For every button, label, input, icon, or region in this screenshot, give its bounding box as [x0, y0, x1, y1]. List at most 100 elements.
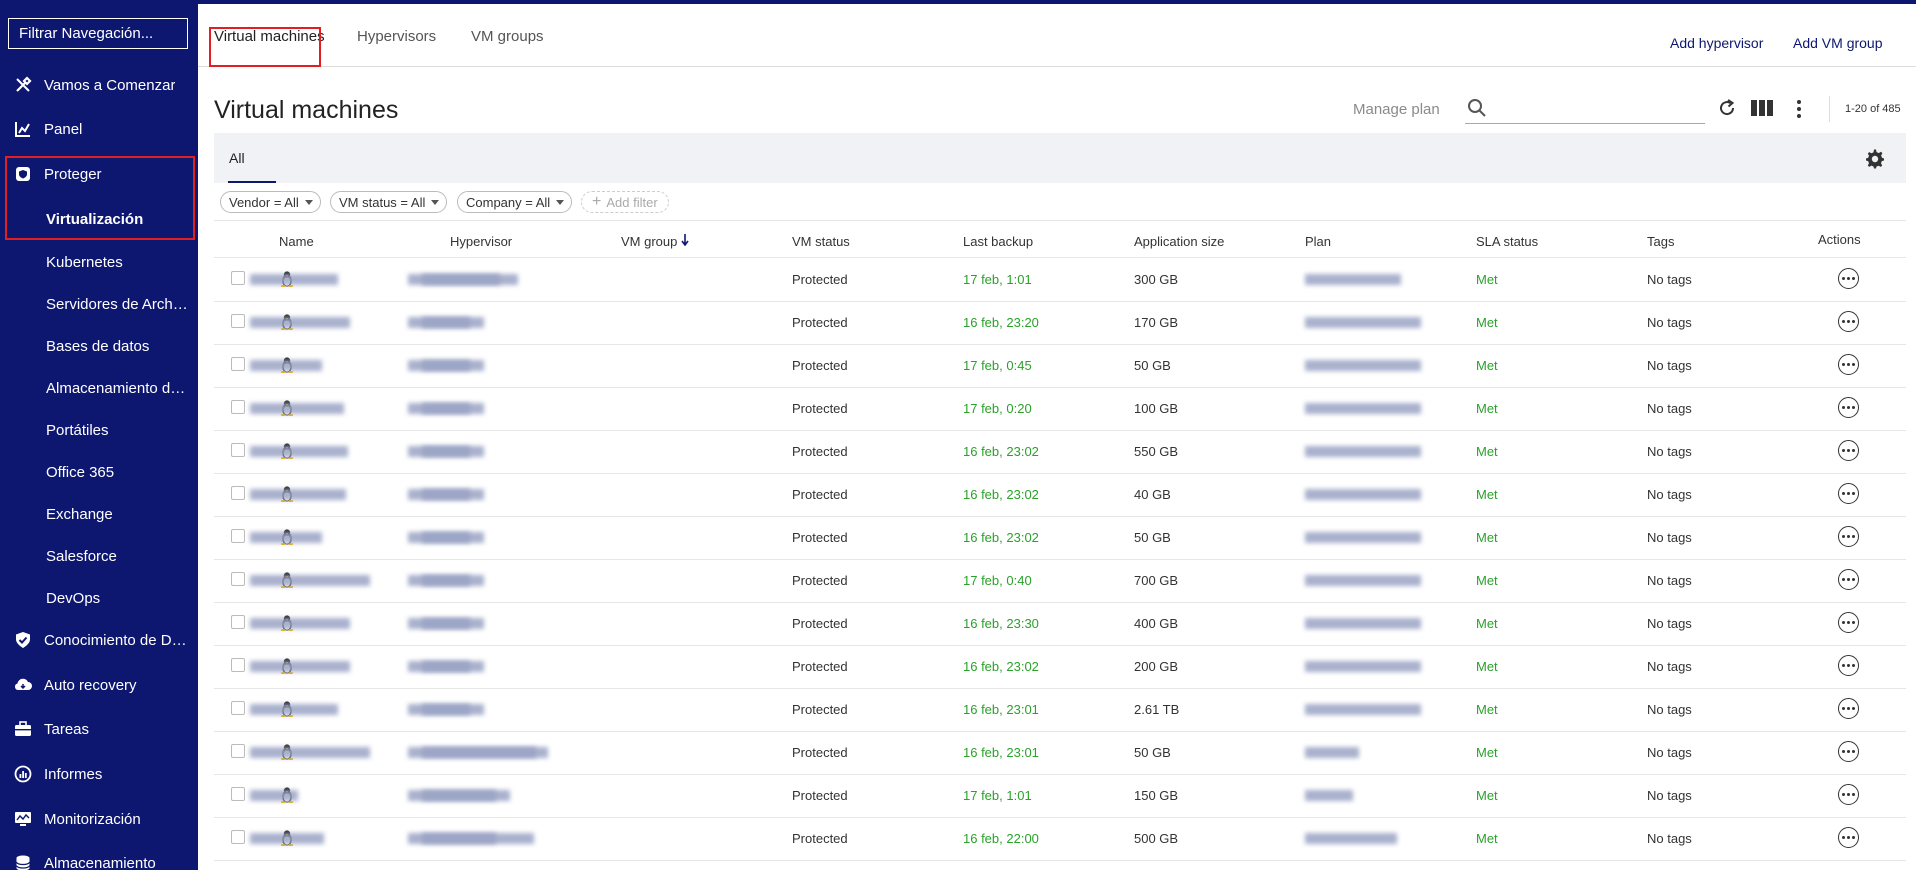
vm-name-redacted[interactable]	[250, 274, 338, 285]
vm-name-redacted[interactable]	[250, 317, 350, 328]
column-header-tags[interactable]: Tags	[1647, 234, 1675, 249]
nav-filter-input[interactable]	[8, 18, 188, 49]
vm-name-redacted[interactable]	[250, 790, 298, 801]
add-hypervisor-button[interactable]: Add hypervisor	[1670, 35, 1764, 51]
row-checkbox[interactable]	[231, 572, 245, 586]
plan-redacted[interactable]	[1305, 704, 1421, 715]
row-actions-button[interactable]	[1838, 354, 1859, 375]
table-row[interactable]: Protected 17 feb, 0:40 700 GB Met No tags	[214, 559, 1906, 603]
add-vm-group-button[interactable]: Add VM group	[1793, 35, 1883, 51]
plan-redacted[interactable]	[1305, 403, 1421, 414]
nav-item-databases[interactable]: Bases de datos	[0, 325, 198, 367]
column-header-application-size[interactable]: Application size	[1134, 234, 1225, 249]
row-actions-button[interactable]	[1838, 698, 1859, 719]
row-actions-button[interactable]	[1838, 569, 1859, 590]
row-checkbox[interactable]	[231, 658, 245, 672]
plan-redacted[interactable]	[1305, 274, 1401, 285]
plan-redacted[interactable]	[1305, 532, 1421, 543]
table-row[interactable]: Protected 17 feb, 1:01 150 GB Met No tags	[214, 774, 1906, 818]
plan-redacted[interactable]	[1305, 618, 1421, 629]
table-row[interactable]: Protected 17 feb, 0:45 50 GB Met No tags	[214, 344, 1906, 388]
row-checkbox[interactable]	[231, 443, 245, 457]
add-filter-button[interactable]: + Add filter	[581, 191, 669, 213]
plan-redacted[interactable]	[1305, 661, 1421, 672]
table-row[interactable]: Protected 16 feb, 23:30 400 GB Met No tags	[214, 602, 1906, 646]
row-actions-button[interactable]	[1838, 397, 1859, 418]
row-actions-button[interactable]	[1838, 741, 1859, 762]
plan-redacted[interactable]	[1305, 317, 1421, 328]
tab-virtual-machines[interactable]: Virtual machines	[214, 28, 325, 45]
nav-item-monitoring[interactable]: Monitorización	[0, 798, 198, 840]
row-checkbox[interactable]	[231, 486, 245, 500]
row-actions-button[interactable]	[1838, 311, 1859, 332]
more-vertical-icon[interactable]	[1796, 99, 1802, 124]
column-header-vm-group[interactable]: VM group	[621, 234, 690, 249]
row-actions-button[interactable]	[1838, 440, 1859, 461]
table-row[interactable]: Protected 16 feb, 23:01 2.61 TB Met No tags	[214, 688, 1906, 732]
nav-item-exchange[interactable]: Exchange	[0, 493, 198, 535]
plan-redacted[interactable]	[1305, 489, 1421, 500]
row-checkbox[interactable]	[231, 529, 245, 543]
manage-plan-link[interactable]: Manage plan	[1353, 101, 1440, 118]
nav-item-storage[interactable]: Almacenamiento	[0, 842, 198, 870]
column-header-vm-status[interactable]: VM status	[792, 234, 850, 249]
nav-item-office365[interactable]: Office 365	[0, 451, 198, 493]
row-checkbox[interactable]	[231, 787, 245, 801]
row-checkbox[interactable]	[231, 830, 245, 844]
row-checkbox[interactable]	[231, 314, 245, 328]
nav-item-laptops[interactable]: Portátiles	[0, 409, 198, 451]
search-input[interactable]	[1495, 94, 1704, 122]
column-header-name[interactable]: Name	[279, 234, 314, 249]
plan-redacted[interactable]	[1305, 790, 1353, 801]
nav-item-virtualization[interactable]: Virtualización	[0, 198, 198, 240]
row-checkbox[interactable]	[231, 744, 245, 758]
column-header-sla-status[interactable]: SLA status	[1476, 234, 1539, 249]
vm-name-redacted[interactable]	[250, 360, 322, 371]
plan-redacted[interactable]	[1305, 575, 1421, 586]
view-tab-all[interactable]: All	[229, 150, 245, 166]
table-row[interactable]: Protected 16 feb, 23:02 550 GB Met No tags	[214, 430, 1906, 474]
table-row[interactable]: Protected 16 feb, 23:01 50 GB Met No tags	[214, 731, 1906, 775]
nav-item-panel[interactable]: Panel	[0, 108, 198, 150]
table-row[interactable]: Protected 17 feb, 1:01 300 GB Met No tags	[214, 258, 1906, 302]
nav-item-data-insights[interactable]: Conocimiento de Datos	[0, 619, 198, 661]
table-row[interactable]: Protected 16 feb, 23:20 170 GB Met No tags	[214, 301, 1906, 345]
row-actions-button[interactable]	[1838, 612, 1859, 633]
row-actions-button[interactable]	[1838, 827, 1859, 848]
row-checkbox[interactable]	[231, 615, 245, 629]
vm-name-redacted[interactable]	[250, 403, 344, 414]
nav-item-getting-started[interactable]: Vamos a Comenzar	[0, 64, 198, 106]
nav-item-protect[interactable]: Proteger	[0, 153, 198, 195]
column-header-last-backup[interactable]: Last backup	[963, 234, 1034, 249]
nav-item-salesforce[interactable]: Salesforce	[0, 535, 198, 577]
gear-icon[interactable]	[1865, 149, 1885, 174]
company-filter[interactable]: Company = All	[457, 191, 573, 213]
table-row[interactable]: Protected 17 feb, 0:20 100 GB Met No tags	[214, 387, 1906, 431]
row-actions-button[interactable]	[1838, 784, 1859, 805]
table-row[interactable]: Protected 16 feb, 22:00 500 GB Met No tags	[214, 817, 1906, 861]
tab-vm-groups[interactable]: VM groups	[471, 28, 544, 45]
vm-status-filter[interactable]: VM status = All	[330, 191, 448, 213]
row-checkbox[interactable]	[231, 400, 245, 414]
vm-name-redacted[interactable]	[250, 575, 370, 586]
vm-name-redacted[interactable]	[250, 704, 338, 715]
vm-name-redacted[interactable]	[250, 618, 350, 629]
row-checkbox[interactable]	[231, 357, 245, 371]
plan-redacted[interactable]	[1305, 833, 1397, 844]
vm-name-redacted[interactable]	[250, 833, 324, 844]
vm-name-redacted[interactable]	[250, 747, 370, 758]
columns-icon[interactable]	[1751, 100, 1773, 121]
column-header-hypervisor[interactable]: Hypervisor	[450, 234, 513, 249]
plan-redacted[interactable]	[1305, 446, 1421, 457]
plan-redacted[interactable]	[1305, 747, 1359, 758]
nav-item-file-servers[interactable]: Servidores de Archivos	[0, 283, 198, 325]
row-checkbox[interactable]	[231, 271, 245, 285]
row-actions-button[interactable]	[1838, 526, 1859, 547]
table-row[interactable]: Protected 16 feb, 23:02 40 GB Met No tags	[214, 473, 1906, 517]
refresh-icon[interactable]	[1718, 98, 1736, 123]
row-actions-button[interactable]	[1838, 483, 1859, 504]
row-actions-button[interactable]	[1838, 655, 1859, 676]
vendor-filter[interactable]: Vendor = All	[220, 191, 321, 213]
vm-name-redacted[interactable]	[250, 532, 322, 543]
vm-name-redacted[interactable]	[250, 661, 350, 672]
